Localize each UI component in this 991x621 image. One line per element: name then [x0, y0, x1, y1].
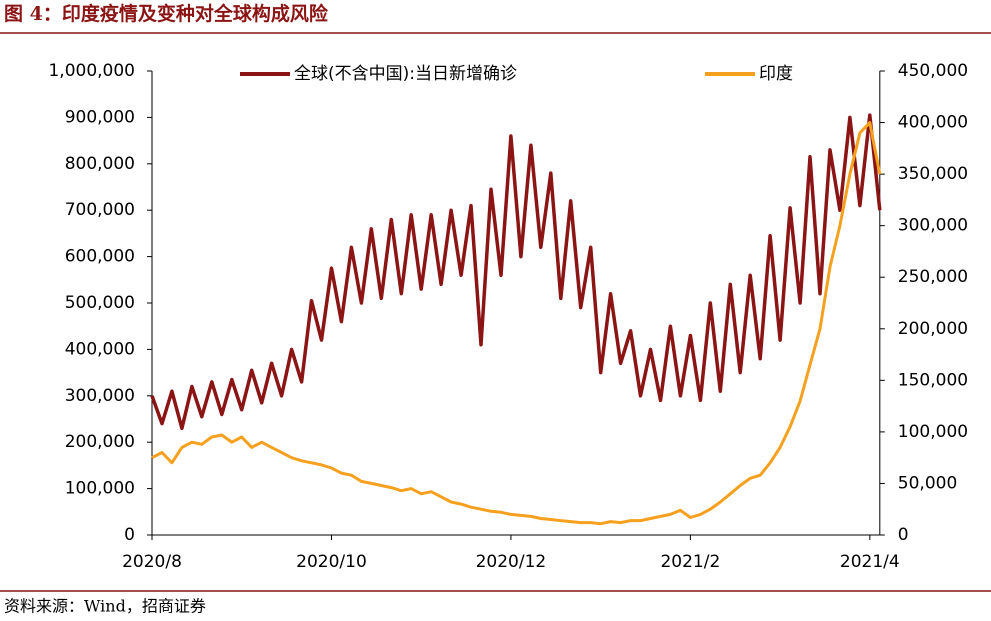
y2-tick-label: 200,000: [898, 319, 968, 339]
source-note: 资料来源：Wind，招商证券: [4, 597, 206, 616]
series-line: [151, 121, 882, 526]
series-line: [150, 113, 882, 431]
y-tick-label: 300,000: [65, 386, 135, 406]
y-tick-label: 900,000: [65, 107, 135, 127]
y-tick-label: 500,000: [65, 293, 135, 313]
x-tick-label: 2020/12: [476, 552, 547, 572]
y2-tick-label: 450,000: [898, 61, 968, 81]
x-tick-label: 2021/2: [660, 552, 720, 572]
y2-tick-label: 50,000: [898, 473, 957, 493]
y2-tick-label: 250,000: [898, 267, 968, 287]
y2-tick-label: 100,000: [898, 422, 968, 442]
y-tick-label: 200,000: [65, 432, 135, 452]
y-tick-label: 0: [124, 525, 135, 545]
y-tick-label: 700,000: [65, 200, 135, 220]
y-tick-label: 1,000,000: [48, 61, 135, 81]
y2-tick-label: 150,000: [898, 370, 968, 390]
y2-tick-label: 300,000: [898, 216, 968, 236]
y2-tick-label: 400,000: [898, 113, 968, 133]
y-tick-label: 400,000: [65, 339, 135, 359]
legend-label: 印度: [759, 64, 793, 84]
y-tick-label: 600,000: [65, 247, 135, 267]
x-tick-label: 2021/4: [840, 552, 900, 572]
y2-tick-label: 0: [898, 525, 909, 545]
y2-tick-label: 350,000: [898, 164, 968, 184]
x-tick-label: 2020/8: [122, 552, 182, 572]
legend-label: 全球(不含中国):当日新增确诊: [294, 64, 517, 84]
y-tick-label: 100,000: [65, 479, 135, 499]
chart-title: 图 4：印度疫情及变种对全球构成风险: [4, 2, 329, 25]
y-tick-label: 800,000: [65, 154, 135, 174]
x-tick-label: 2020/10: [296, 552, 367, 572]
